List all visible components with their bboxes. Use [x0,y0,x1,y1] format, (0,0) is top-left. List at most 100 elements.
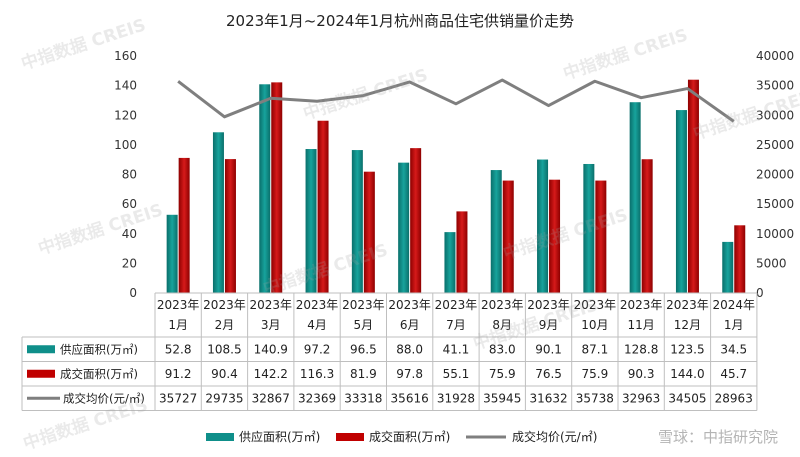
category-label-year: 2023年 [527,298,570,312]
legend: 供应面积(万㎡) 成交面积(万㎡) 成交均价(元/㎡) [206,429,597,444]
transaction-bar [363,171,375,293]
left-axis-tick-label: 0 [129,286,137,300]
category-label-month: 1月 [168,318,188,332]
left-axis: 0 20 40 60 80 100 120 140 160 [114,49,137,300]
table-cell-value: 90.3 [628,367,655,381]
category-label-year: 2023年 [666,298,709,312]
right-axis-tick-label: 15000 [756,197,794,211]
table-cell-value: 83.0 [489,342,516,356]
category-label-month: 11月 [628,318,655,332]
right-axis-tick-label: 25000 [756,138,794,152]
transaction-bar [549,179,561,293]
category-label-year: 2023年 [481,298,524,312]
transaction-bar [317,120,329,293]
table-row-key [27,345,55,354]
supply-bar [351,150,363,293]
right-axis: 0 5000 10000 15000 20000 25000 30000 35000 40000 [756,49,794,300]
category-label-year: 2023年 [157,298,200,312]
table-cell-value: 116.3 [300,367,334,381]
category-label-month: 10月 [581,318,608,332]
supply-bar [259,84,271,294]
category-label-month: 7月 [446,318,466,332]
data-table: 2023年 1月 2023年 2月 2023年 3月 2023年 4月 2023年 5月 2023年… [21,292,758,411]
table-cell-value: 34505 [668,391,706,405]
supply-bar [444,232,456,293]
left-axis-tick-label: 80 [122,168,137,182]
category-label-month: 9月 [539,318,559,332]
table-cell-value: 144.0 [670,367,704,381]
legend-key [206,433,234,441]
table-cell-value: 87.1 [581,342,608,356]
left-axis-tick-label: 160 [114,49,137,63]
table-cell-value: 35616 [391,391,429,405]
supply-bar [398,162,410,293]
table-cell-value: 35738 [576,391,614,405]
table-cell-value: 90.1 [535,342,562,356]
table-cell-value: 91.2 [165,367,192,381]
transaction-bar [734,225,746,293]
right-axis-tick-label: 40000 [756,49,794,63]
table-row-label: 成交面积(万㎡) [60,367,138,381]
right-axis-tick-label: 35000 [756,79,794,93]
category-label-month: 2月 [215,318,235,332]
table-cell-value: 140.9 [254,342,288,356]
category-label-year: 2023年 [388,298,431,312]
transaction-bar [224,159,236,293]
table-cell-value: 32369 [298,391,336,405]
category-label-year: 2023年 [203,298,246,312]
table-row-label: 成交均价(元/㎡) [63,391,145,405]
table-cell-value: 90.4 [211,367,238,381]
supply-bar [166,214,178,293]
table-cell-value: 28963 [715,391,753,405]
legend-key [336,433,364,441]
left-axis-tick-label: 100 [114,138,137,152]
table-cell-value: 75.9 [581,367,608,381]
supply-bar [629,102,641,293]
transaction-bar [687,79,699,293]
category-label-year: 2023年 [574,298,617,312]
right-axis-tick-label: 30000 [756,108,794,122]
category-label-year: 2023年 [435,298,478,312]
table-cell-value: 33318 [344,391,382,405]
transaction-bar [456,211,468,293]
supply-bar [490,170,502,293]
supply-bar [675,110,687,293]
supply-bar [537,159,549,293]
transaction-bar [271,82,283,294]
transaction-bar [641,159,653,293]
category-label-year: 2023年 [342,298,385,312]
table-row-key [27,369,55,378]
left-axis-tick-label: 20 [122,256,137,270]
table-cell-value: 123.5 [670,342,704,356]
table-cell-value: 32867 [252,391,290,405]
right-axis-tick-label: 0 [756,286,764,300]
left-axis-tick-label: 40 [122,227,137,241]
category-label-month: 12月 [674,318,701,332]
table-cell-value: 52.8 [165,342,192,356]
category-label-month: 6月 [400,318,420,332]
table-cell-value: 29735 [205,391,243,405]
table-cell-value: 35727 [159,391,197,405]
table-cell-value: 55.1 [443,367,470,381]
category-label-month: 8月 [492,318,512,332]
supply-bar [722,241,734,293]
category-label-year: 2023年 [620,298,663,312]
table-cell-value: 31632 [529,391,567,405]
left-axis-tick-label: 140 [114,79,137,93]
table-cell-value: 96.5 [350,342,377,356]
legend-label: 成交均价(元/㎡) [512,429,597,444]
table-cell-value: 41.1 [443,342,470,356]
category-label-month: 4月 [307,318,327,332]
category-label-year: 2024年 [712,298,755,312]
transaction-bar [410,148,422,293]
category-label-year: 2023年 [249,298,292,312]
legend-label: 供应面积(万㎡) [239,429,320,444]
table-cell-value: 76.5 [535,367,562,381]
transaction-bar [502,180,514,293]
table-cell-value: 31928 [437,391,475,405]
category-label-year: 2023年 [296,298,339,312]
table-cell-value: 88.0 [396,342,423,356]
category-label-month: 1月 [724,318,744,332]
supply-bar [583,163,595,293]
